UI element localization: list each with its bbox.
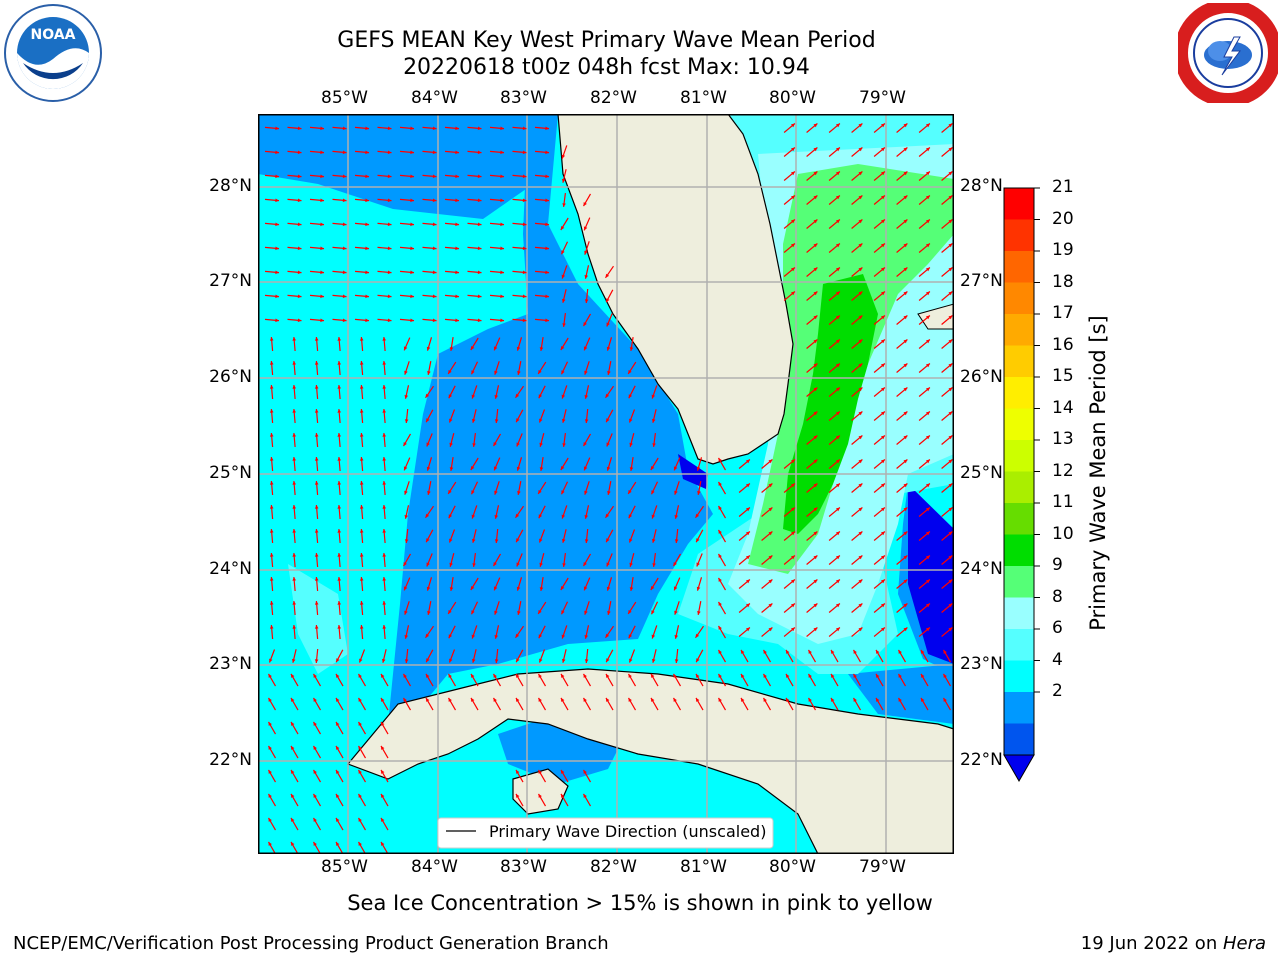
map-legend: Primary Wave Direction (unscaled)	[437, 817, 774, 849]
colorbar-tick-10: 11	[1052, 492, 1074, 512]
colorbar-tick-13: 8	[1052, 586, 1063, 607]
legend-label: Primary Wave Direction (unscaled)	[489, 822, 766, 841]
colorbar-tick-14: 6	[1052, 618, 1063, 638]
lat-tick-right-2: 26°N	[960, 367, 1003, 387]
lon-tick-top-0: 85°W	[321, 88, 368, 108]
colorbar-tick-1: 20	[1052, 208, 1074, 229]
colorbar-tick-4: 17	[1052, 303, 1074, 323]
lat-tick-right-4: 24°N	[960, 559, 1003, 579]
colorbar-segment-4	[1004, 314, 1034, 346]
field-10-11s	[783, 274, 878, 534]
lat-tick-left-3: 25°N	[209, 463, 252, 483]
lon-tick-bottom-5: 80°W	[769, 857, 816, 877]
wave-direction-arrows	[264, 123, 953, 854]
lat-tick-left-2: 26°N	[209, 367, 252, 387]
colorbar-segment-3	[1004, 282, 1034, 315]
lon-tick-top-3: 82°W	[590, 88, 637, 108]
lon-tick-bottom-4: 81°W	[680, 857, 727, 877]
wave-period-map: Primary Wave Direction (unscaled)	[258, 114, 954, 854]
colorbar-segment-8	[1004, 440, 1034, 472]
field-lt2s-florida-bay	[678, 454, 708, 489]
cuba-land	[346, 668, 954, 854]
colorbar-tick-12: 9	[1052, 555, 1063, 575]
bahamas-land	[917, 303, 954, 330]
colorbar-segment-5	[1004, 345, 1034, 378]
colorbar-segment-16	[1004, 692, 1034, 724]
colorbar-tick-7: 14	[1052, 397, 1074, 418]
lat-tick-left-4: 24°N	[209, 559, 252, 579]
lon-tick-bottom-1: 84°W	[411, 857, 458, 877]
colorbar-segment-6	[1004, 377, 1034, 409]
lon-tick-top-2: 83°W	[500, 88, 547, 108]
colorbar-tick-5: 16	[1052, 334, 1074, 355]
colorbar-segment-15	[1004, 660, 1034, 693]
footer-date: 19 Jun 2022 on Hera	[1080, 933, 1266, 954]
svg-text:NOAA: NOAA	[31, 27, 76, 43]
colorbar-label: Primary Wave Mean Period [s]	[1086, 315, 1110, 631]
lat-tick-right-3: 25°N	[960, 463, 1003, 483]
footer-branch: NCEP/EMC/Verification Post Processing Pr…	[13, 933, 609, 954]
lon-tick-bottom-3: 82°W	[590, 857, 637, 877]
colorbar-segment-9	[1004, 471, 1034, 504]
colorbar-segment-10	[1004, 503, 1034, 535]
lon-tick-bottom-6: 79°W	[859, 857, 906, 877]
field-6-8s-west	[288, 564, 348, 674]
colorbar-tick-6: 15	[1052, 366, 1074, 386]
colorbar-segment-11	[1004, 534, 1034, 567]
noaa-logo: NOAA	[3, 3, 103, 107]
colorbar-tick-0: 21	[1052, 177, 1074, 197]
colorbar-tick-3: 18	[1052, 271, 1074, 292]
field-lt2s-bahamas	[908, 484, 954, 664]
colorbar-tick-8: 13	[1052, 429, 1074, 449]
colorbar-segment-12	[1004, 566, 1034, 598]
map-subtitle: 20220618 t00z 048h fcst Max: 10.94	[403, 55, 810, 80]
lat-tick-left-6: 22°N	[209, 750, 252, 770]
lat-tick-right-0: 28°N	[960, 176, 1003, 196]
colorbar-tick-15: 4	[1052, 649, 1063, 670]
nws-logo	[1174, 0, 1280, 107]
lat-tick-left-0: 28°N	[209, 176, 252, 196]
field-2-4s-north	[258, 114, 528, 219]
lat-tick-right-5: 23°N	[960, 654, 1003, 674]
lat-tick-left-1: 27°N	[209, 271, 252, 291]
colorbar-segment-1	[1004, 219, 1034, 252]
lon-tick-bottom-2: 83°W	[500, 857, 547, 877]
graticule	[258, 114, 954, 854]
lon-tick-top-5: 80°W	[769, 88, 816, 108]
lat-tick-left-5: 23°N	[209, 654, 252, 674]
colorbar-tick-9: 12	[1052, 460, 1074, 481]
lat-tick-right-6: 22°N	[960, 750, 1003, 770]
colorbar-segment-17	[1004, 723, 1034, 756]
colorbar-segment-0	[1004, 188, 1034, 220]
colorbar-segment-7	[1004, 408, 1034, 441]
colorbar	[1003, 187, 1040, 783]
map-frame	[258, 114, 954, 854]
lat-tick-right-1: 27°N	[960, 271, 1003, 291]
colorbar-tick-16: 2	[1052, 681, 1063, 701]
map-title: GEFS MEAN Key West Primary Wave Mean Per…	[337, 28, 876, 53]
sea-ice-note: Sea Ice Concentration > 15% is shown in …	[347, 891, 933, 915]
lon-tick-bottom-0: 85°W	[321, 857, 368, 877]
colorbar-segment-14	[1004, 629, 1034, 661]
field-2-4s-gulf	[388, 114, 713, 764]
colorbar-tick-11: 10	[1052, 523, 1074, 544]
colorbar-tick-2: 19	[1052, 240, 1074, 260]
colorbar-segment-13	[1004, 597, 1034, 630]
lon-tick-top-4: 81°W	[680, 88, 727, 108]
lon-tick-top-1: 84°W	[411, 88, 458, 108]
lon-tick-top-6: 79°W	[859, 88, 906, 108]
colorbar-segment-2	[1004, 251, 1034, 283]
